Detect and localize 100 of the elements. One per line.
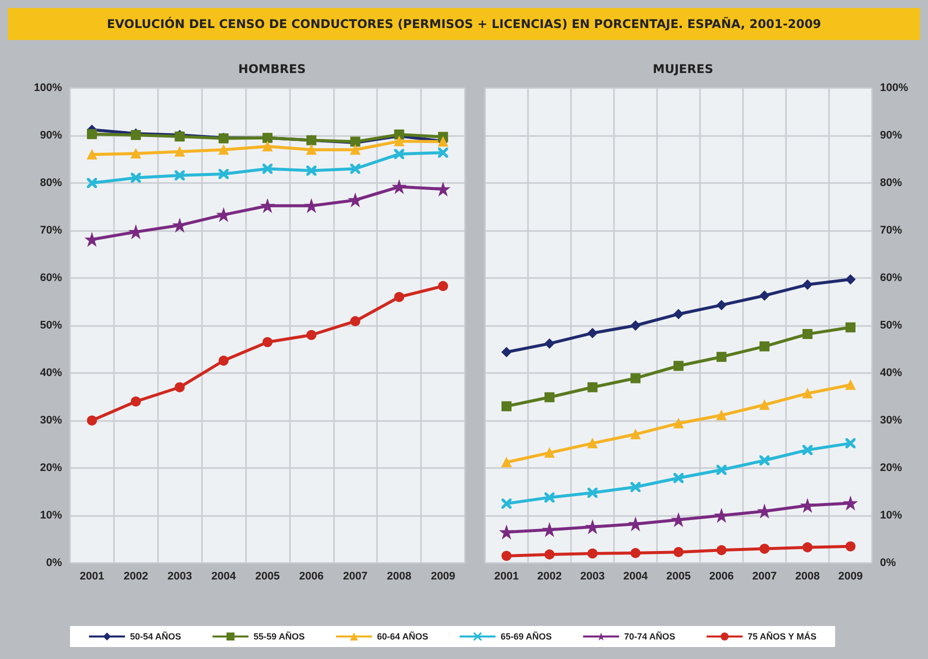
point: [716, 352, 726, 362]
x-tick-label: 2007: [752, 570, 777, 582]
point: [674, 418, 684, 428]
legend-label: 55-59 AÑOS: [254, 630, 305, 642]
legend-label: 65-69 AÑOS: [500, 630, 552, 642]
x-tick-label: 2001: [80, 570, 104, 582]
point: [760, 544, 770, 554]
point: [846, 322, 856, 332]
x-tick-label: 2004: [623, 570, 649, 582]
x-tick-label: 2009: [838, 570, 863, 582]
point: [438, 281, 448, 292]
point: [502, 550, 512, 561]
point: [630, 429, 640, 440]
point: [846, 380, 856, 390]
y-tick-label: 90%: [40, 130, 62, 142]
chart-subtitle: HOMBRES: [238, 62, 306, 76]
point: [543, 523, 556, 536]
y-tick-label: 0%: [46, 557, 62, 569]
point: [86, 416, 97, 426]
point: [588, 438, 598, 448]
point: [588, 382, 598, 392]
y-tick-label: 70%: [40, 224, 62, 236]
legend-label: 70-74 AÑOS: [624, 630, 676, 642]
point: [802, 329, 812, 340]
point: [544, 448, 554, 458]
point: [502, 401, 512, 412]
point: [174, 146, 185, 157]
point: [174, 382, 185, 392]
y-tick-label: 0%: [880, 557, 896, 569]
point: [218, 356, 229, 366]
y-tick-label: 20%: [40, 462, 62, 474]
point: [672, 513, 685, 526]
y-tick-label: 80%: [40, 177, 62, 189]
y-tick-label: 90%: [880, 130, 902, 142]
y-tick-label: 10%: [40, 510, 62, 522]
y-tick-label: 40%: [40, 367, 62, 379]
point: [86, 129, 97, 140]
point: [130, 148, 141, 159]
point: [85, 233, 98, 246]
point: [716, 300, 726, 310]
y-tick-label: 50%: [40, 320, 62, 332]
point: [802, 280, 812, 290]
y-tick-label: 100%: [880, 82, 908, 94]
point: [130, 396, 141, 406]
x-tick-label: 2003: [167, 570, 192, 582]
y-tick-label: 100%: [34, 82, 62, 94]
x-tick-label: 2002: [124, 570, 148, 582]
y-tick-label: 30%: [40, 414, 62, 426]
point: [262, 141, 272, 152]
point: [306, 144, 316, 155]
point: [588, 328, 598, 338]
point: [586, 520, 599, 534]
point: [500, 526, 513, 539]
point: [630, 320, 640, 330]
point: [306, 330, 316, 340]
point: [716, 410, 726, 420]
x-tick-label: 2005: [666, 570, 691, 582]
y-tick-label: 40%: [880, 367, 902, 379]
point: [350, 144, 360, 155]
point: [218, 144, 229, 155]
point: [630, 373, 640, 384]
x-tick-label: 2001: [494, 570, 519, 582]
point: [801, 499, 814, 512]
point: [304, 199, 318, 212]
point: [502, 457, 512, 468]
y-tick-label: 50%: [880, 320, 902, 332]
point: [674, 309, 684, 320]
y-tick-label: 60%: [880, 272, 902, 284]
y-tick-label: 10%: [880, 510, 902, 522]
legend-label: 50-54 AÑOS: [130, 630, 182, 642]
y-tick-label: 30%: [880, 414, 902, 426]
y-tick-label: 70%: [880, 224, 902, 236]
point: [760, 290, 770, 301]
chart-title: MUJERES: [652, 62, 714, 76]
chart-title: EVOLUCIÓN DEL CENSO DE CONDUCTORES (PERMISOS + LICENCIAS) EN PORCENTAJE. ESPAÑA, 2001-2009: [8, 8, 920, 40]
point: [262, 337, 272, 348]
point: [758, 504, 771, 518]
point: [802, 542, 812, 552]
point: [588, 548, 598, 558]
point: [502, 347, 512, 358]
x-tick-label: 2008: [795, 570, 820, 582]
point: [129, 225, 142, 238]
point: [392, 180, 406, 194]
point: [348, 194, 362, 207]
x-tick-label: 2009: [430, 570, 456, 582]
point: [261, 199, 274, 212]
point: [217, 208, 230, 222]
point: [544, 549, 554, 560]
x-tick-label: 2006: [299, 570, 324, 582]
x-tick-label: 2005: [255, 570, 280, 582]
y-tick-label: 60%: [40, 272, 62, 284]
point: [173, 218, 186, 232]
y-tick-label: 20%: [880, 462, 902, 474]
point: [760, 341, 770, 352]
point: [715, 509, 728, 522]
point: [544, 338, 554, 349]
point: [630, 548, 640, 558]
point: [436, 182, 450, 196]
point: [716, 545, 726, 556]
x-tick-label: 2007: [343, 570, 368, 582]
